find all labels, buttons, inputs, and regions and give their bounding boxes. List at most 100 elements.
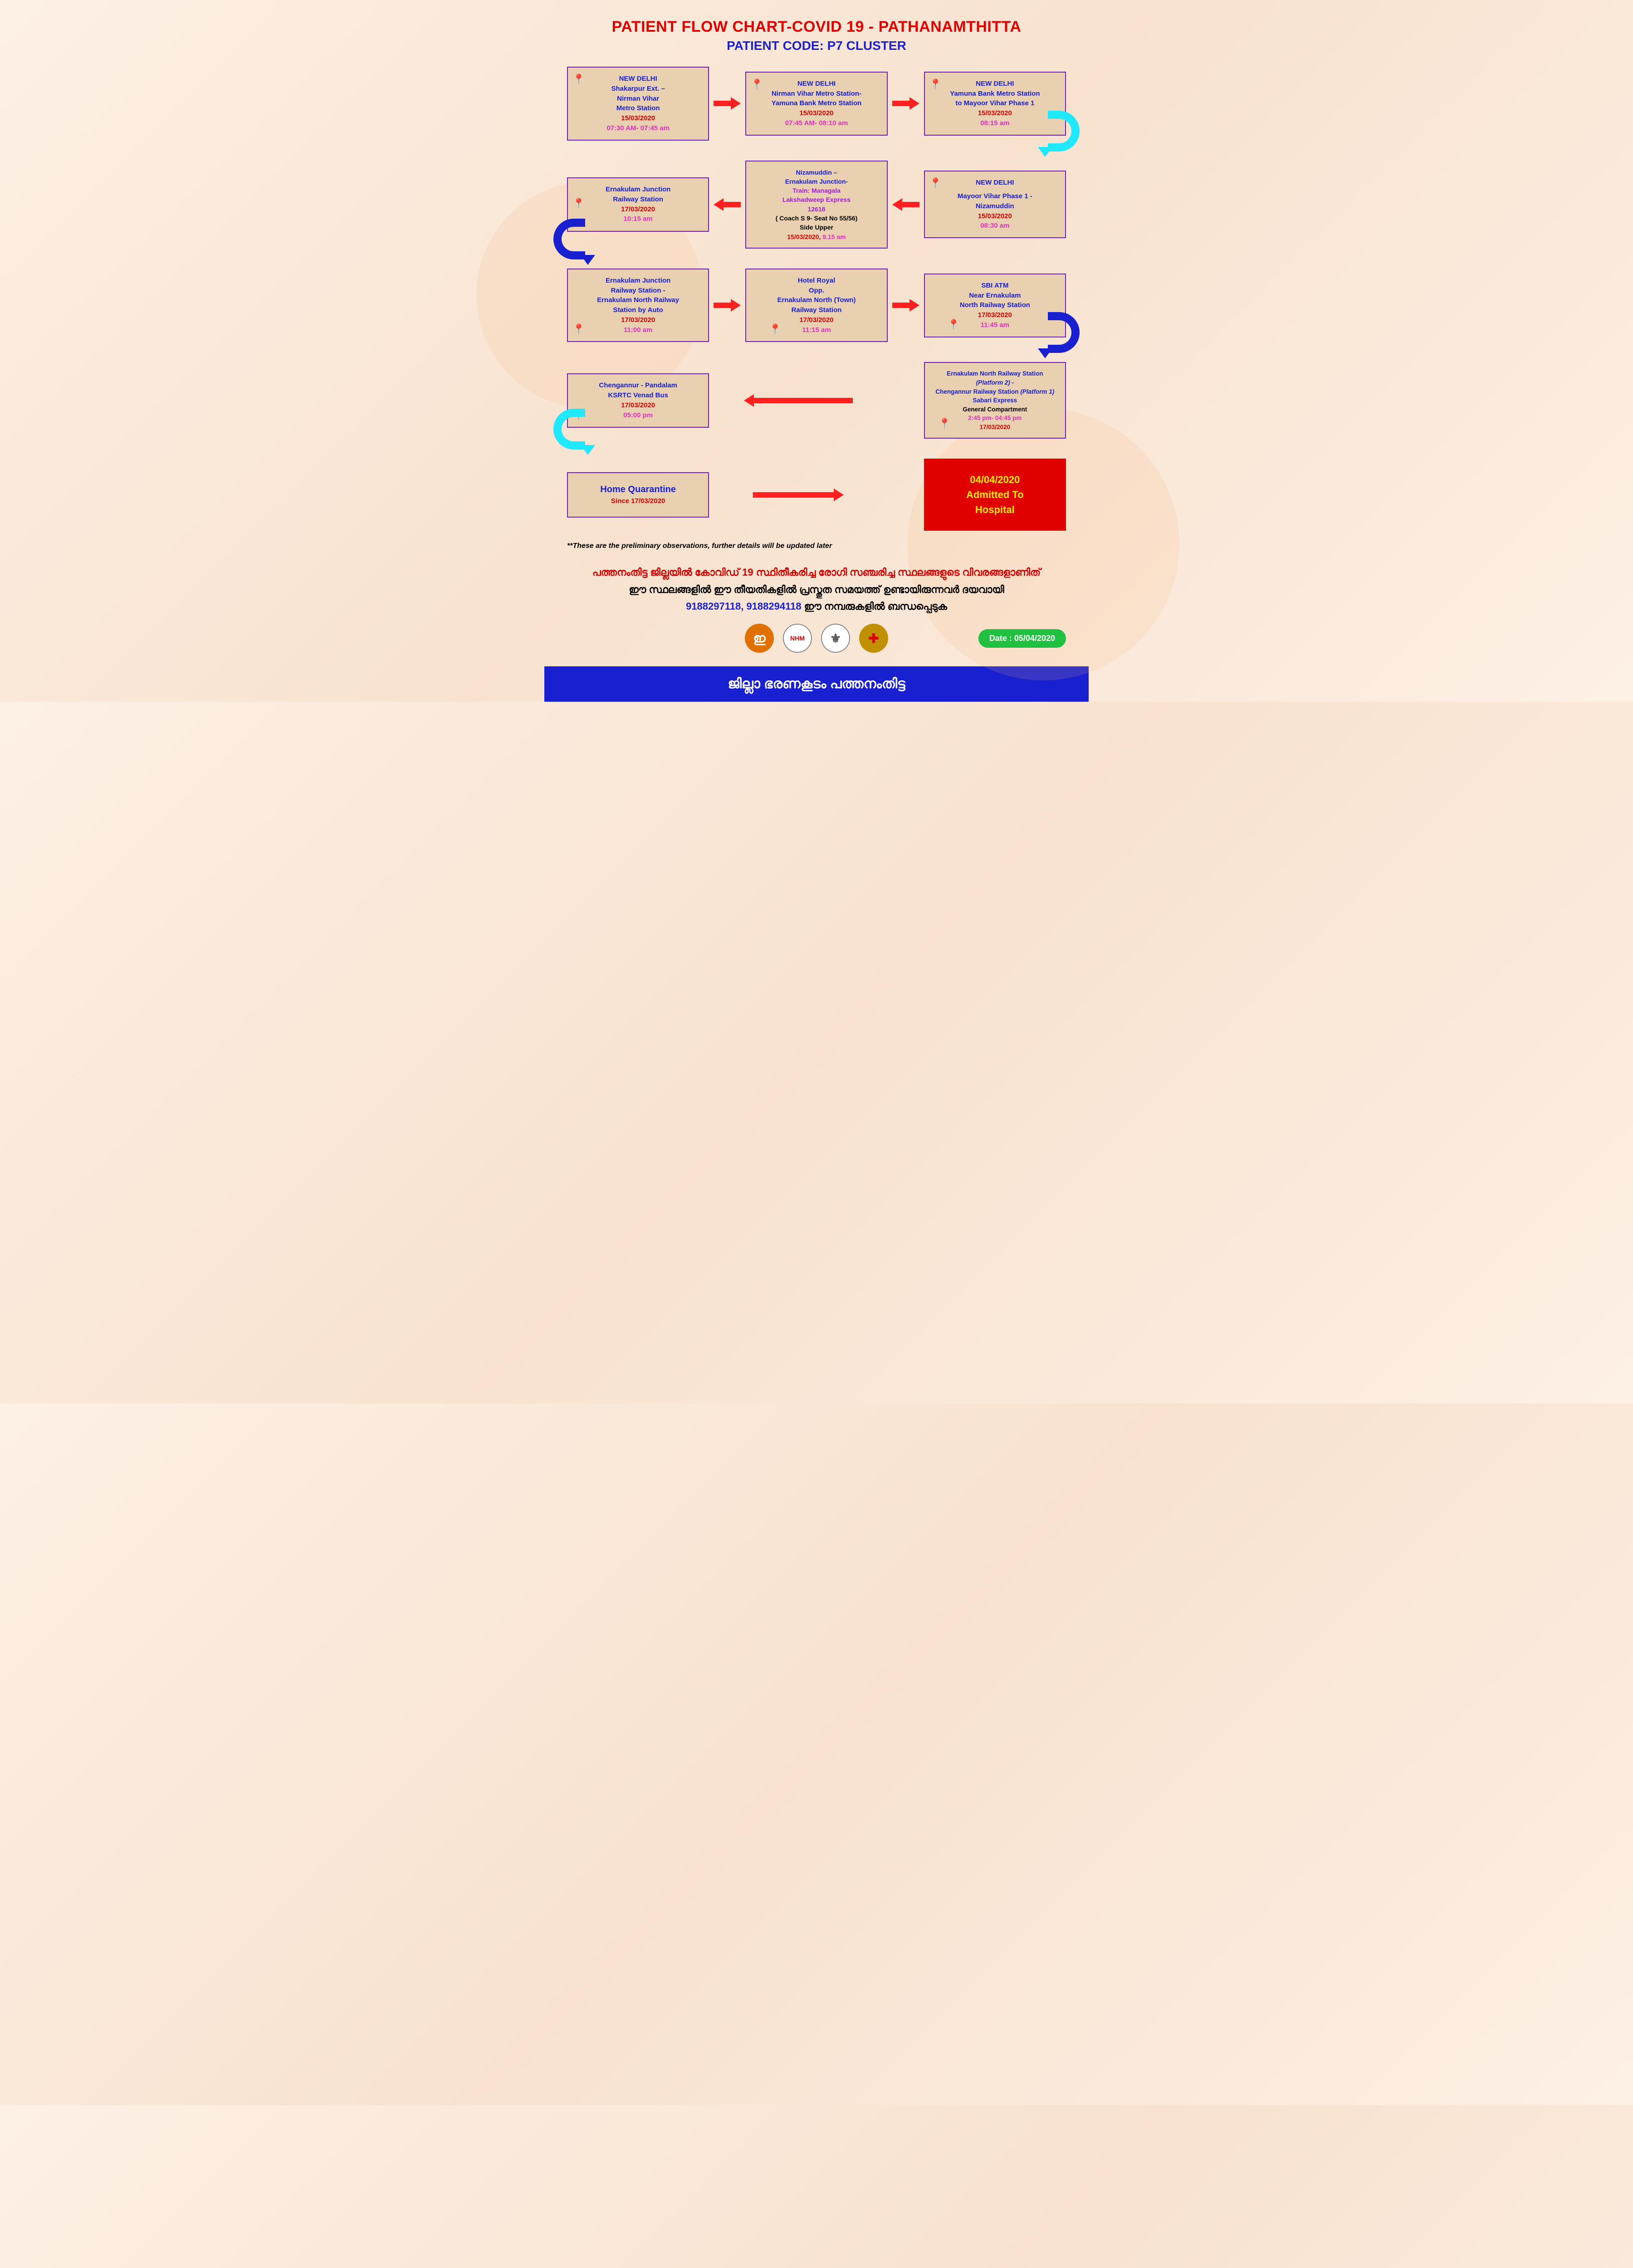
node-text: (Platform 2) -: [930, 378, 1060, 387]
arrow-left: .arrow-left[style*='240']::before{width:…: [709, 395, 887, 406]
node-text: Ernakulam Junction: [573, 185, 703, 195]
node-text: Yamuna Bank Metro Station: [752, 98, 881, 108]
page-subtitle: PATIENT CODE: P7 CLUSTER: [567, 39, 1066, 53]
node-13-final: 04/04/2020 Admitted To Hospital: [924, 459, 1066, 531]
node-6: 📍 Ernakulam Junction Railway Station 17/…: [567, 177, 709, 232]
node-time: 11:00 am: [573, 325, 703, 335]
node-text: Mayoor Vihar Phase 1 -: [930, 191, 1060, 201]
node-side: Side Upper: [752, 223, 881, 232]
arrow-left: [709, 199, 745, 210]
node-3: 📍 NEW DELHI Yamuna Bank Metro Station to…: [924, 72, 1066, 136]
node-text: Ernakulam North Railway: [573, 295, 703, 305]
final-text: Admitted To: [933, 487, 1057, 502]
node-4: 📍 NEW DELHI Mayoor Vihar Phase 1 - Nizam…: [924, 171, 1066, 238]
node-datetime: 15/03/2020, 9.15 am: [752, 232, 881, 241]
node-text: Opp.: [752, 286, 881, 296]
curve-connector: [567, 440, 1066, 459]
ml-line-3: 9188297118, 9188294118 ഈ നമ്പരുകളിൽ ബന്ധ…: [567, 598, 1066, 615]
node-text: Nizamuddin –: [752, 168, 881, 177]
node-text: SBI ATM: [930, 281, 1060, 291]
node-date: 15/03/2020: [573, 113, 703, 123]
node-comp: General Compartment: [930, 405, 1060, 414]
node-date: 17/03/2020: [573, 205, 703, 215]
node-text: Ernakulam Junction-: [752, 177, 881, 186]
final-date: 04/04/2020: [933, 472, 1057, 487]
arrow-right: .arrow-right[style*='200']::before{width…: [709, 489, 887, 500]
node-1: 📍 NEW DELHI Shakarpur Ext. – Nirman Viha…: [567, 67, 709, 141]
node-text: Chengannur - Pandalam: [573, 381, 703, 391]
node-heading: NEW DELHI: [930, 178, 1060, 188]
node-date: 15/03/2020: [930, 108, 1060, 118]
logo-icon: ⚜: [821, 624, 850, 653]
node-text: Ernakulam Junction: [573, 276, 703, 286]
ml-line-2: ഈ സ്ഥലങ്ങളിൽ ഈ തീയതികളിൽ പ്രസ്തുത സമയത്ത…: [567, 581, 1066, 598]
arrow-right: [888, 98, 924, 109]
location-pin-icon: 📍: [939, 416, 951, 431]
node-text: Ernakulam North Railway Station: [930, 369, 1060, 378]
node-12: Home Quarantine Since 17/03/2020: [567, 472, 709, 518]
node-train: Train: Managala: [752, 186, 881, 195]
arrow-right: [888, 300, 924, 311]
date-pill: Date : 05/04/2020: [978, 629, 1066, 648]
footer-note: **These are the preliminary observations…: [567, 542, 1066, 550]
curve-connector: [567, 250, 1066, 269]
node-text: to Mayoor Vihar Phase 1: [930, 98, 1060, 108]
location-pin-icon: 📍: [572, 322, 585, 337]
node-5: Nizamuddin – Ernakulam Junction- Train: …: [745, 161, 887, 249]
logo-icon: ✚: [859, 624, 888, 653]
node-text: Nizamuddin: [930, 201, 1060, 211]
curve-connector: [567, 142, 1066, 161]
node-time: 08:15 am: [930, 118, 1060, 128]
location-pin-icon: 📍: [751, 77, 763, 92]
node-time: 07:30 AM- 07:45 am: [573, 123, 703, 133]
logo-icon: NHM: [783, 624, 812, 653]
arrow-left: [888, 199, 924, 210]
node-time: 10:15 am: [573, 214, 703, 224]
node-10: 📍 Ernakulam North Railway Station (Platf…: [924, 362, 1066, 439]
node-date: 17/03/2020: [573, 315, 703, 325]
node-8: 📍 Hotel Royal Opp. Ernakulam North (Town…: [745, 269, 887, 342]
node-text: Railway Station: [573, 195, 703, 205]
node-train: 12618: [752, 205, 881, 214]
flow-row-1: 📍 NEW DELHI Shakarpur Ext. – Nirman Viha…: [567, 67, 1066, 141]
node-text: Hotel Royal: [752, 276, 881, 286]
node-text: Metro Station: [573, 103, 703, 113]
node-date: 17/03/2020: [573, 401, 703, 411]
logo-row: ഇ NHM ⚜ ✚ Date : 05/04/2020: [567, 624, 1066, 653]
node-text: Shakarpur Ext. –: [573, 84, 703, 94]
node-text: Chengannur Railway Station (Platform 1): [930, 387, 1060, 396]
page-title: PATIENT FLOW CHART-COVID 19 - PATHANAMTH…: [567, 18, 1066, 36]
node-time: 05:00 pm: [573, 411, 703, 420]
node-time: 07:45 AM- 08:10 am: [752, 118, 881, 128]
node-text: Railway Station -: [573, 286, 703, 296]
location-pin-icon: 📍: [572, 196, 585, 211]
node-text: Nirman Vihar Metro Station-: [752, 89, 881, 99]
node-coach: ( Coach S 9- Seat No 55/56): [752, 214, 881, 223]
node-text: KSRTC Venad Bus: [573, 391, 703, 401]
node-heading: NEW DELHI: [573, 74, 703, 84]
node-7: 📍 Ernakulam Junction Railway Station - E…: [567, 269, 709, 342]
node-text: Yamuna Bank Metro Station: [930, 89, 1060, 99]
node-11: 📍 Chengannur - Pandalam KSRTC Venad Bus …: [567, 373, 709, 428]
node-text: Station by Auto: [573, 305, 703, 315]
location-pin-icon: 📍: [948, 318, 960, 332]
location-pin-icon: 📍: [929, 77, 942, 92]
node-2: 📍 NEW DELHI Nirman Vihar Metro Station- …: [745, 72, 887, 136]
location-pin-icon: 📍: [769, 322, 781, 337]
flow-row-5: Home Quarantine Since 17/03/2020 .arrow-…: [567, 459, 1066, 531]
flow-row-4: 📍 Chengannur - Pandalam KSRTC Venad Bus …: [567, 362, 1066, 439]
node-heading: NEW DELHI: [930, 79, 1060, 89]
node-time: 08:30 am: [930, 221, 1060, 231]
node-text: North Railway Station: [930, 300, 1060, 310]
node-train: Lakshadweep Express: [752, 195, 881, 204]
flow-row-2: 📍 Ernakulam Junction Railway Station 17/…: [567, 161, 1066, 249]
curve-connector: [567, 344, 1066, 362]
location-pin-icon: 📍: [572, 72, 585, 87]
ml-line-1: പത്തനംതിട്ട ജില്ലയിൽ കോവിഡ് 19 സ്ഥിതീകരി…: [567, 564, 1066, 581]
node-train: Sabari Express: [930, 396, 1060, 405]
node-date: 15/03/2020: [752, 108, 881, 118]
node-heading: NEW DELHI: [752, 79, 881, 89]
node-9: 📍 SBI ATM Near Ernakulam North Railway S…: [924, 274, 1066, 337]
node-text: Near Ernakulam: [930, 291, 1060, 301]
node-text: Home Quarantine: [573, 483, 703, 496]
